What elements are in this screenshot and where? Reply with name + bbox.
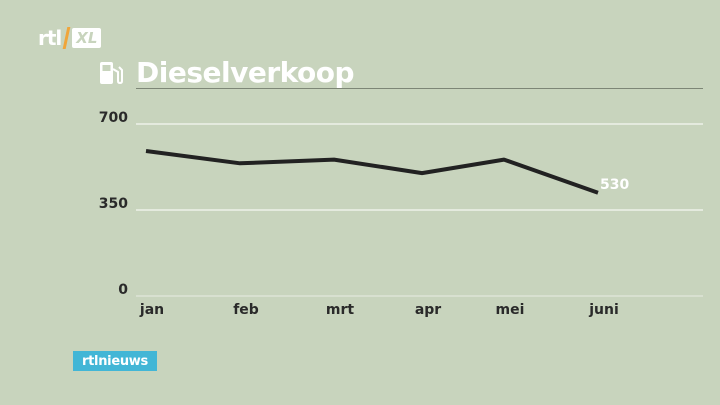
series-line — [145, 149, 599, 195]
rtl-xl-logo: rtl XL — [38, 26, 102, 50]
y-tick-label: 700 — [99, 110, 128, 126]
end-value-label: 530 — [600, 177, 629, 193]
y-tick-label: 0 — [118, 282, 128, 298]
y-tick-label: 350 — [99, 196, 128, 212]
logo-xl-text: XL — [72, 28, 102, 48]
footer-logo-text: rtlnieuws — [82, 353, 148, 369]
x-tick-label: apr — [415, 302, 441, 318]
fuel-pump-icon — [100, 61, 123, 84]
x-tick-label: mrt — [326, 302, 354, 318]
x-tick-label: mei — [496, 302, 525, 318]
chart-header: Dieselverkoop — [98, 56, 355, 89]
x-tick-label: jan — [139, 302, 164, 318]
x-tick-label: juni — [588, 302, 619, 318]
grid-lines — [136, 123, 703, 297]
x-tick-label: feb — [233, 302, 259, 318]
y-axis-ticks: 0 350 700 — [99, 110, 128, 298]
rtl-nieuws-logo: rtlnieuws — [73, 351, 157, 371]
chart-title: Dieselverkoop — [136, 56, 355, 89]
title-underline — [136, 88, 703, 89]
logo-rtl-text: rtl — [38, 26, 62, 50]
x-axis-ticks: jan feb mrt apr mei juni — [139, 302, 619, 318]
